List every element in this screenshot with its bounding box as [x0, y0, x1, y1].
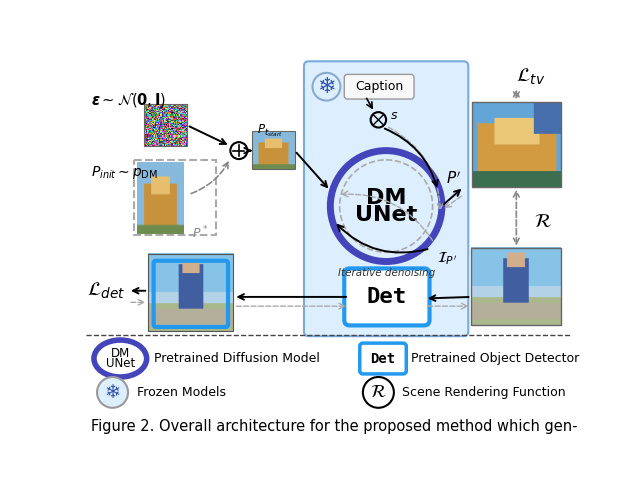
Text: Pretrained Object Detector: Pretrained Object Detector: [411, 352, 579, 365]
Text: $\boldsymbol{\epsilon}\sim\mathcal{N}(\mathbf{0},\mathbf{I})$: $\boldsymbol{\epsilon}\sim\mathcal{N}(\m…: [91, 91, 166, 109]
Text: ❄: ❄: [317, 77, 336, 97]
Text: Pretrained Diffusion Model: Pretrained Diffusion Model: [154, 352, 319, 365]
Text: Det: Det: [367, 287, 407, 307]
Text: DM: DM: [111, 348, 130, 361]
Text: Caption: Caption: [355, 80, 403, 93]
FancyBboxPatch shape: [344, 74, 414, 99]
FancyBboxPatch shape: [360, 343, 406, 374]
Text: $\mathcal{I}_{P'}$: $\mathcal{I}_{P'}$: [437, 250, 458, 267]
Text: $P_{t_{start}}$: $P_{t_{start}}$: [257, 123, 283, 139]
Text: DM: DM: [366, 188, 406, 208]
Bar: [148, 254, 234, 331]
Circle shape: [97, 377, 128, 408]
Text: $P^*$: $P^*$: [192, 225, 208, 242]
Text: Figure 2. Overall architecture for the proposed method which gen-: Figure 2. Overall architecture for the p…: [91, 419, 577, 434]
Bar: [143, 105, 187, 146]
Text: UNet: UNet: [106, 358, 135, 371]
Text: $\mathcal{L}_{det}$: $\mathcal{L}_{det}$: [87, 280, 125, 301]
FancyBboxPatch shape: [304, 61, 468, 336]
Text: Frozen Models: Frozen Models: [138, 386, 227, 399]
Text: $P_{init}\sim p_{\mathrm{DM}}$: $P_{init}\sim p_{\mathrm{DM}}$: [91, 164, 158, 181]
Bar: [472, 249, 561, 325]
Bar: [252, 131, 294, 169]
Text: UNet: UNet: [355, 205, 417, 225]
Text: $s$: $s$: [390, 110, 398, 123]
Text: ❄: ❄: [104, 383, 121, 402]
FancyBboxPatch shape: [148, 254, 234, 331]
Text: $\mathcal{R}$: $\mathcal{R}$: [534, 212, 552, 231]
FancyBboxPatch shape: [344, 268, 429, 325]
Text: $\mathcal{L}_{tv}$: $\mathcal{L}_{tv}$: [516, 67, 546, 87]
Text: $\mathcal{R}$: $\mathcal{R}$: [370, 383, 387, 401]
Circle shape: [312, 73, 340, 101]
Bar: [472, 102, 561, 187]
Text: Det: Det: [371, 352, 396, 366]
Text: $P'$: $P'$: [446, 171, 461, 187]
Text: Iterative denoising: Iterative denoising: [337, 268, 435, 278]
Text: Scene Rendering Function: Scene Rendering Function: [403, 386, 566, 399]
